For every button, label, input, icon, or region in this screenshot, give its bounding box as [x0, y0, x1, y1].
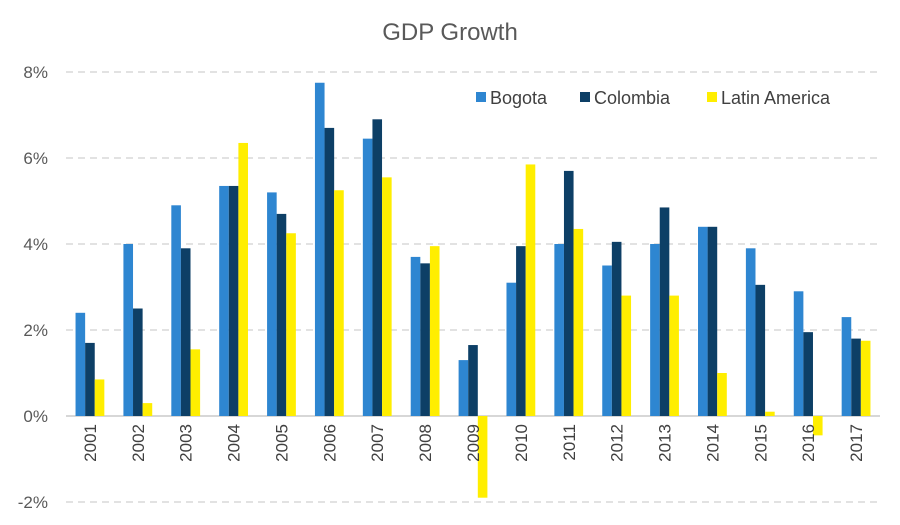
bar-colombia	[611, 241, 622, 416]
legend-swatch-latin-america	[707, 92, 717, 102]
bar-latin-america	[812, 416, 823, 436]
bar-bogota	[171, 205, 181, 416]
bar-bogota	[554, 244, 564, 416]
bar-latin-america	[621, 295, 632, 416]
bar-bogota	[793, 291, 804, 416]
bar-colombia	[516, 246, 526, 416]
x-axis-ticks: 2001 2002 2003 2004 2005 2006 2007 2008 2009 2010…	[81, 424, 866, 462]
legend-label: Bogota	[490, 88, 548, 108]
bar-bogota	[75, 312, 86, 416]
x-tick-label: 2008	[416, 424, 435, 462]
x-tick-label: 2007	[368, 424, 387, 462]
bar-colombia	[707, 226, 718, 416]
y-tick-label: 2%	[23, 321, 48, 340]
bar-colombia	[803, 332, 813, 416]
bar-bogota	[410, 256, 421, 416]
bar-colombia	[851, 338, 861, 416]
bar-bogota	[458, 360, 469, 416]
bar-latin-america	[860, 340, 871, 416]
bar-latin-america	[190, 349, 201, 416]
bar-latin-america	[382, 177, 392, 416]
legend-label: Latin America	[721, 88, 831, 108]
bar-bogota	[219, 185, 229, 416]
bar-colombia	[324, 127, 335, 417]
x-tick-label: 2014	[703, 424, 722, 462]
bar-colombia	[228, 185, 239, 416]
x-tick-label: 2012	[608, 424, 627, 462]
x-tick-label: 2005	[273, 424, 292, 462]
bar-colombia	[85, 342, 95, 416]
bar-bogota	[362, 138, 373, 416]
bar-colombia	[420, 263, 430, 416]
x-tick-label: 2016	[799, 424, 818, 462]
y-tick-label: 4%	[23, 235, 48, 254]
bar-latin-america	[334, 190, 344, 416]
bar-bogota	[506, 282, 517, 416]
legend: Bogota Colombia Latin America	[476, 88, 831, 108]
x-tick-label: 2010	[512, 424, 531, 462]
bar-colombia	[180, 248, 191, 416]
bar-latin-america	[142, 403, 153, 416]
y-tick-label: 8%	[23, 63, 48, 82]
bar-latin-america	[238, 142, 248, 416]
bar-bogota	[123, 244, 134, 416]
x-tick-label: 2002	[129, 424, 148, 462]
bar-colombia	[659, 207, 670, 416]
bar-colombia	[276, 213, 287, 416]
legend-swatch-bogota	[476, 92, 486, 102]
x-tick-label: 2009	[464, 424, 483, 462]
bar-latin-america	[477, 416, 488, 498]
bar-colombia	[563, 170, 574, 416]
bar-latin-america	[717, 373, 727, 416]
legend-swatch-colombia	[580, 92, 590, 102]
x-tick-label: 2001	[81, 424, 100, 462]
bar-latin-america	[669, 295, 679, 416]
bar-bogota	[698, 226, 708, 416]
legend-label: Colombia	[594, 88, 671, 108]
bar-colombia	[133, 308, 143, 416]
x-tick-label: 2013	[656, 424, 675, 462]
bar-latin-america	[573, 228, 584, 416]
bars	[75, 82, 871, 498]
bar-bogota	[841, 317, 852, 416]
chart-title: GDP Growth	[382, 19, 518, 46]
x-tick-label: 2011	[560, 424, 579, 461]
x-tick-label: 2003	[177, 424, 196, 462]
bar-latin-america	[525, 164, 536, 416]
bar-bogota	[314, 82, 325, 416]
bar-bogota	[650, 244, 660, 416]
bar-colombia	[755, 284, 766, 416]
bar-latin-america	[429, 246, 440, 416]
bar-latin-america	[765, 411, 775, 416]
bar-bogota	[745, 248, 756, 416]
x-tick-label: 2017	[847, 424, 866, 462]
bar-bogota	[602, 265, 612, 416]
bar-bogota	[267, 192, 277, 416]
x-tick-label: 2004	[225, 424, 244, 462]
y-axis-ticks: -2% 0% 2% 4% 6% 8%	[18, 63, 48, 512]
bar-latin-america	[286, 233, 296, 416]
y-tick-label: 6%	[23, 149, 48, 168]
x-tick-label: 2006	[320, 424, 339, 462]
y-tick-label: -2%	[18, 493, 48, 512]
bar-latin-america	[94, 379, 105, 416]
bar-colombia	[468, 345, 478, 416]
bar-colombia	[372, 119, 383, 417]
x-tick-label: 2015	[751, 424, 770, 462]
y-tick-label: 0%	[23, 407, 48, 426]
